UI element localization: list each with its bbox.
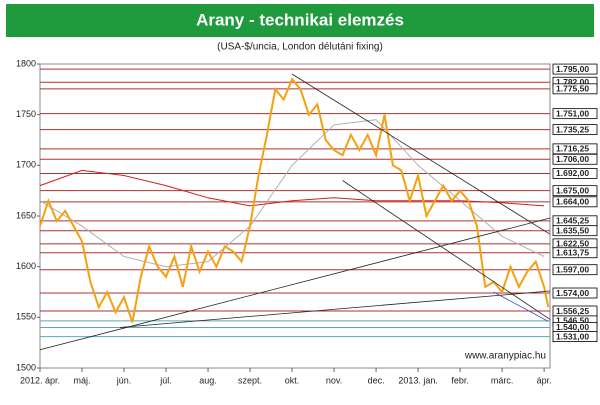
level-label-box	[552, 153, 598, 165]
y-tick-label: 1500	[16, 362, 36, 372]
level-label: 1.664,00	[556, 197, 589, 207]
level-label: 1.782,00	[556, 77, 589, 87]
level-label-box	[552, 196, 598, 208]
y-tick-label: 1650	[16, 210, 36, 220]
x-tick-label: jún.	[116, 375, 132, 385]
level-label: 1.775,50	[556, 84, 589, 94]
level-label: 1.735,25	[556, 124, 589, 134]
series-line	[291, 73, 551, 235]
level-label: 1.613,75	[556, 247, 589, 257]
level-label-box	[552, 63, 598, 75]
level-label: 1.706,00	[556, 154, 589, 164]
x-tick-label: márc.	[491, 375, 514, 385]
chart-title: Arany - technikai elemzés	[196, 10, 404, 29]
x-tick-label: febr.	[451, 375, 469, 385]
level-label-box	[552, 108, 598, 120]
level-label: 1.622,50	[556, 239, 589, 249]
level-label-box	[552, 287, 598, 299]
y-tick-label: 1750	[16, 109, 36, 119]
y-tick-label: 1700	[16, 160, 36, 170]
level-label: 1.675,00	[556, 185, 589, 195]
level-label: 1.716,25	[556, 144, 589, 154]
level-label: 1.692,00	[556, 168, 589, 178]
x-tick-label: okt.	[285, 375, 300, 385]
x-tick-label: júl.	[159, 375, 172, 385]
y-tick-label: 1550	[16, 312, 36, 322]
x-tick-label: nov.	[326, 375, 342, 385]
watermark: www.aranypiac.hu	[464, 351, 546, 362]
series-line	[39, 119, 545, 268]
level-label: 1.556,25	[556, 306, 589, 316]
x-tick-label: ápr.	[537, 375, 552, 385]
series-line	[39, 77, 550, 323]
x-tick-label: 2013. jan.	[398, 375, 438, 385]
level-label: 1.540,00	[556, 322, 589, 332]
x-tick-label: szept.	[238, 375, 262, 385]
level-label: 1.635,50	[556, 225, 589, 235]
y-tick-label: 1600	[16, 261, 36, 271]
level-label: 1.751,00	[556, 108, 589, 118]
level-label-box	[552, 185, 598, 197]
level-label-box	[552, 331, 598, 342]
series-line	[342, 180, 551, 320]
level-label-box	[552, 124, 598, 136]
level-label: 1.531,00	[556, 331, 589, 341]
x-tick-label: máj.	[74, 375, 91, 385]
x-tick-label: dec.	[368, 375, 385, 385]
level-label: 1.574,00	[556, 288, 589, 298]
series-line	[39, 217, 551, 351]
level-label: 1.597,00	[556, 264, 589, 274]
level-label: 1.546,50	[556, 316, 589, 326]
level-label-box	[552, 83, 598, 95]
level-label: 1.795,00	[556, 64, 589, 74]
level-label-box	[552, 225, 598, 237]
series-line	[493, 291, 549, 322]
series-line	[119, 290, 551, 328]
x-tick-label: 2012. ápr.	[20, 375, 60, 385]
series-line	[39, 169, 545, 207]
level-label-box	[552, 168, 598, 179]
level-label: 1.645,25	[556, 216, 589, 226]
chart-subtitle: (USA-$/uncia, London délutáni fixing)	[217, 42, 383, 53]
y-tick-label: 1800	[16, 58, 36, 68]
x-tick-label: aug.	[199, 375, 217, 385]
title-bar	[6, 4, 594, 37]
level-label-box	[552, 264, 598, 276]
level-label-box	[552, 247, 598, 259]
